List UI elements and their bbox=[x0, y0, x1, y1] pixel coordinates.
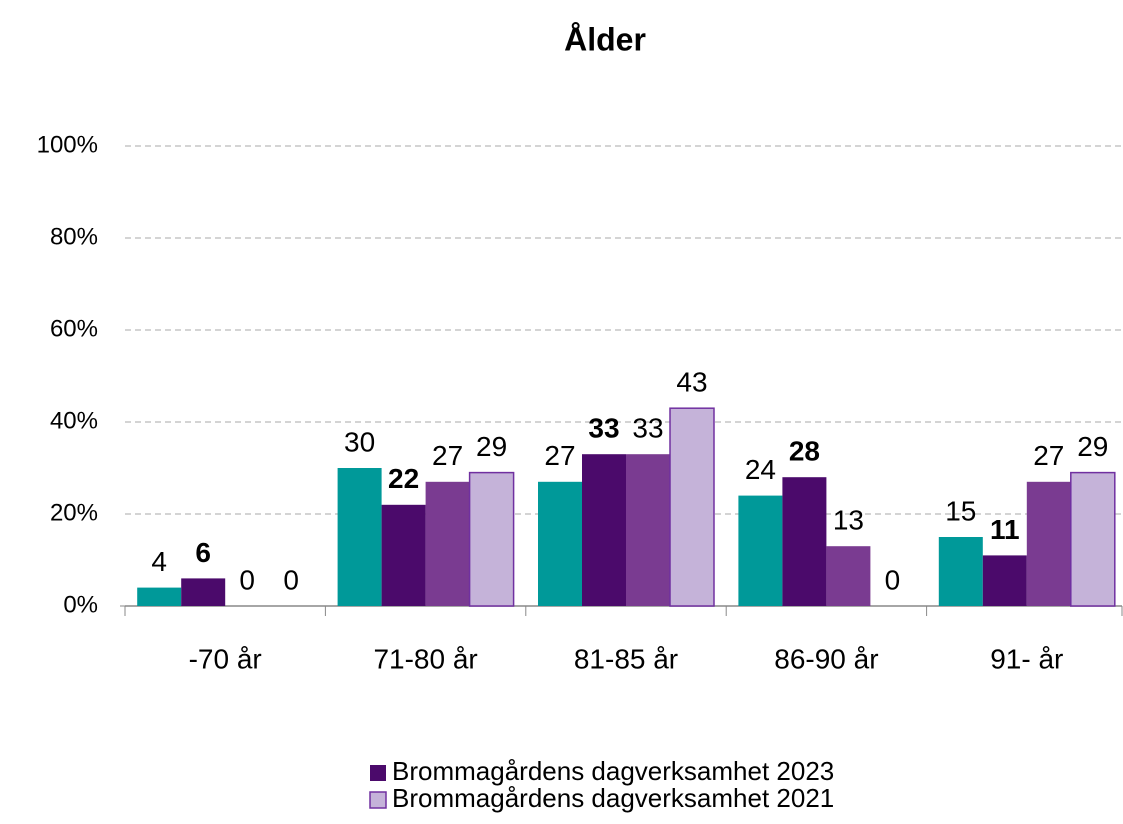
bar bbox=[782, 477, 827, 606]
bar bbox=[982, 555, 1027, 606]
data-label: 6 bbox=[195, 537, 211, 568]
bar bbox=[137, 587, 182, 606]
data-label: 4 bbox=[151, 546, 167, 577]
x-tick-label: 81-85 år bbox=[574, 643, 678, 674]
data-label: 33 bbox=[588, 413, 619, 444]
data-label: 22 bbox=[388, 463, 419, 494]
bar bbox=[626, 454, 670, 606]
data-label: 0 bbox=[239, 564, 255, 595]
bar bbox=[738, 495, 783, 606]
bar bbox=[582, 454, 626, 606]
bar bbox=[1070, 471, 1116, 607]
data-label: 29 bbox=[1077, 431, 1108, 462]
legend-swatch bbox=[370, 765, 386, 781]
data-label: 24 bbox=[745, 454, 776, 485]
data-label: 15 bbox=[945, 495, 976, 526]
bar bbox=[1026, 481, 1071, 606]
data-label: 33 bbox=[632, 413, 663, 444]
y-tick-label: 0% bbox=[63, 591, 98, 618]
legend-swatch bbox=[369, 791, 387, 809]
data-label: 28 bbox=[789, 436, 820, 467]
data-label: 27 bbox=[1033, 440, 1064, 471]
y-tick-label: 80% bbox=[50, 223, 98, 250]
data-label: 27 bbox=[432, 440, 463, 471]
data-label: 0 bbox=[885, 564, 901, 595]
bar bbox=[669, 407, 715, 607]
bar bbox=[538, 481, 582, 606]
y-tick-label: 100% bbox=[37, 131, 98, 158]
bar bbox=[337, 468, 382, 606]
data-label: 30 bbox=[344, 426, 375, 457]
y-tick-label: 40% bbox=[50, 407, 98, 434]
chart-title: Ålder bbox=[564, 21, 646, 57]
x-tick-label: 86-90 år bbox=[774, 643, 878, 674]
y-tick-label: 60% bbox=[50, 315, 98, 342]
bar bbox=[826, 546, 871, 606]
x-tick-label: 71-80 år bbox=[373, 643, 477, 674]
data-label: 11 bbox=[990, 514, 1020, 545]
bar bbox=[381, 504, 426, 606]
data-label: 13 bbox=[833, 505, 864, 536]
data-label: 29 bbox=[476, 431, 507, 462]
legend-label: Brommagårdens dagverksamhet 2023 bbox=[392, 756, 834, 786]
data-label: 0 bbox=[283, 564, 299, 595]
data-label: 27 bbox=[544, 440, 575, 471]
legend-label: Brommagårdens dagverksamhet 2021 bbox=[392, 783, 834, 813]
bar bbox=[468, 471, 515, 607]
data-label: 43 bbox=[676, 367, 707, 398]
y-tick-label: 20% bbox=[50, 499, 98, 526]
x-tick-label: 91- år bbox=[990, 643, 1063, 674]
bar bbox=[938, 537, 983, 606]
x-tick-label: -70 år bbox=[189, 643, 262, 674]
bar bbox=[181, 578, 226, 606]
bar bbox=[425, 481, 470, 606]
